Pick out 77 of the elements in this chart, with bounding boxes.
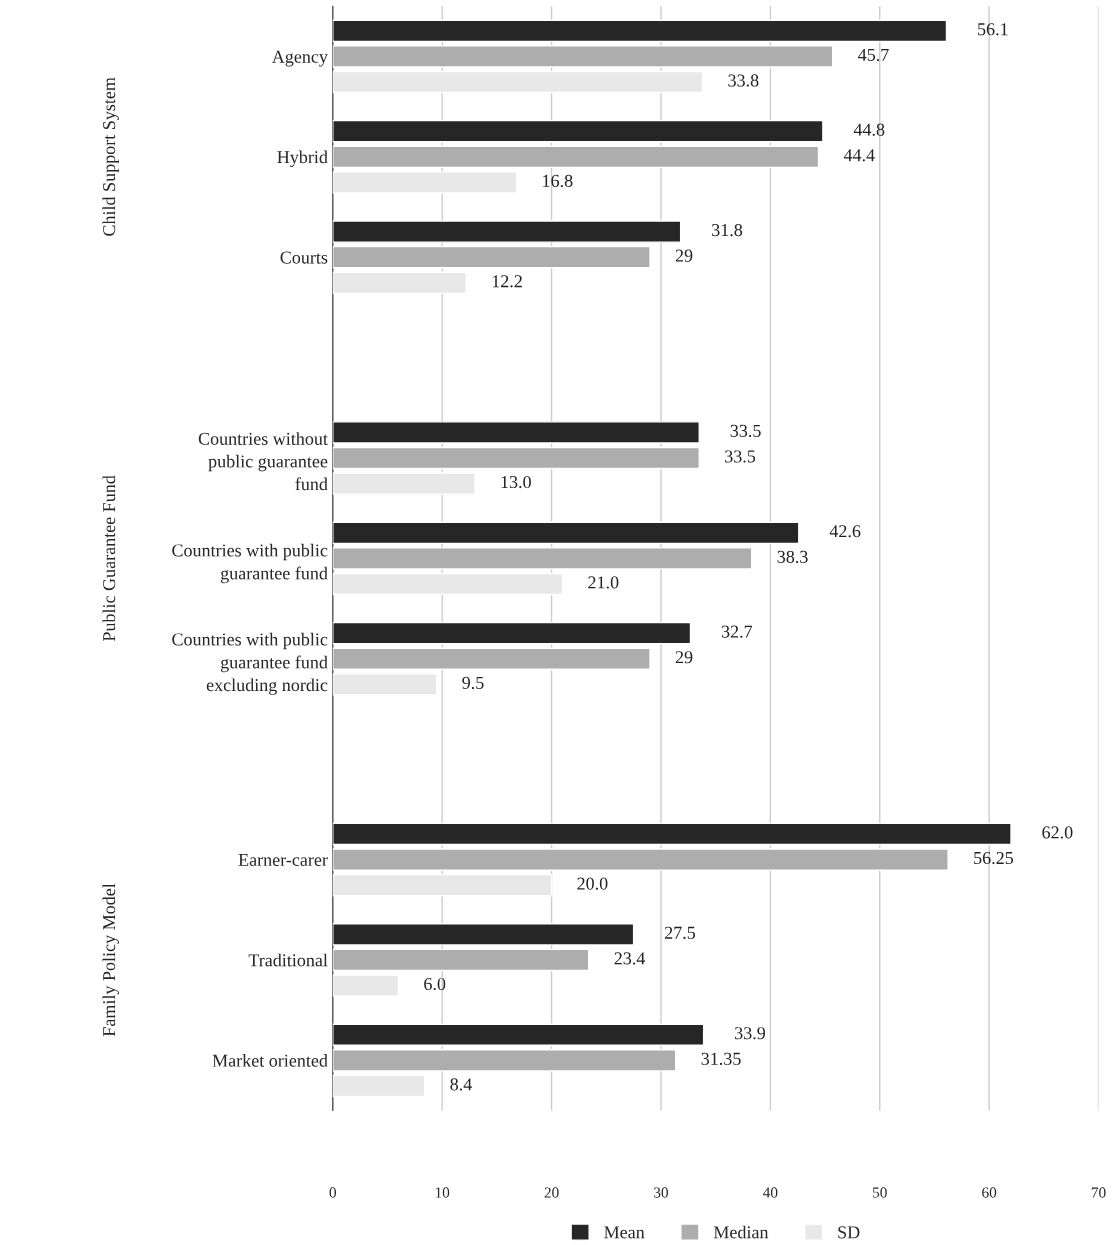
data-label: 13.0 (501, 475, 531, 489)
y-tick-label: Courts (280, 251, 328, 264)
data-label: 29 (675, 651, 693, 664)
x-tick-label: 20 (544, 1187, 559, 1198)
data-label: 12.2 (492, 275, 522, 288)
bar (332, 873, 553, 897)
bar (332, 547, 753, 570)
data-label: 21.0 (588, 576, 619, 589)
y-tick-label: Earner-carer (238, 854, 328, 866)
data-label: 33.8 (728, 74, 759, 87)
bar (332, 923, 635, 946)
bar (332, 245, 651, 269)
bar (332, 673, 438, 696)
data-label: 62.0 (1042, 826, 1073, 839)
legend-label: Mean (604, 1226, 645, 1239)
bar (332, 446, 700, 470)
x-tick-label: 0 (329, 1187, 337, 1198)
bar (332, 220, 682, 243)
data-label: 32.7 (721, 625, 753, 638)
bar (332, 1074, 426, 1098)
data-label: 33.5 (725, 450, 756, 463)
bar (332, 472, 476, 495)
data-label: 9.5 (462, 676, 484, 689)
legend-label: SD (838, 1226, 860, 1239)
data-label: 16.8 (543, 174, 573, 188)
data-label: 23.4 (614, 952, 646, 965)
bar (332, 621, 692, 645)
data-label: 27.5 (664, 926, 696, 939)
data-label: 44.4 (843, 149, 875, 162)
data-label: 31.8 (712, 223, 743, 237)
text: Public Guarantee Fund (102, 475, 116, 642)
data-label: 8.4 (450, 1078, 472, 1091)
data-label: 6.0 (424, 977, 446, 991)
bar (332, 171, 518, 194)
text: Family Policy Model (102, 883, 119, 1037)
y-tick-label: Traditional (248, 953, 328, 967)
data-label: 56.1 (978, 23, 1008, 36)
y-tick-label: Agency (271, 50, 328, 67)
bar (332, 1023, 705, 1046)
x-tick-label: 60 (982, 1187, 997, 1198)
bar (332, 421, 700, 444)
bar (332, 572, 564, 596)
legend-label: Median (713, 1225, 769, 1239)
bar (332, 19, 948, 43)
y-tick-label: Countries with public guarantee fund (172, 543, 328, 584)
bar (332, 647, 651, 671)
bar (332, 145, 820, 169)
y-tick-label: Hybrid (277, 150, 328, 167)
x-tick-label: 10 (435, 1187, 450, 1198)
x-tick-label: 40 (763, 1187, 778, 1198)
data-label: 31.35 (701, 1052, 741, 1065)
bar (332, 974, 400, 997)
x-tick-label: 50 (873, 1187, 887, 1198)
data-label: 44.8 (853, 123, 885, 136)
bar (332, 1049, 677, 1072)
bar (332, 948, 590, 972)
data-label: 33.9 (735, 1027, 766, 1040)
bar (332, 848, 949, 871)
bar (332, 119, 824, 143)
y-tick-label: Countries without public guarantee fund (198, 432, 328, 491)
data-label: 20.0 (577, 877, 608, 890)
bar (332, 45, 834, 68)
data-label: 56.25 (974, 851, 1014, 865)
data-label: 29 (675, 249, 693, 262)
data-label: 45.7 (858, 48, 889, 62)
y-tick-label: Countries with public guarantee fund excluding nordic (172, 632, 328, 695)
bar (332, 521, 800, 545)
x-tick-label: 70 (1091, 1187, 1106, 1198)
data-label: 42.6 (829, 525, 861, 538)
bar (332, 271, 467, 295)
y-tick-label: Market oriented (212, 1054, 328, 1067)
data-label: 33.5 (730, 424, 761, 437)
data-label: 38.3 (777, 550, 808, 563)
bar (332, 822, 1012, 846)
x-tick-label: 30 (654, 1187, 669, 1198)
text: Child Support System (102, 77, 119, 236)
bar (332, 70, 704, 94)
